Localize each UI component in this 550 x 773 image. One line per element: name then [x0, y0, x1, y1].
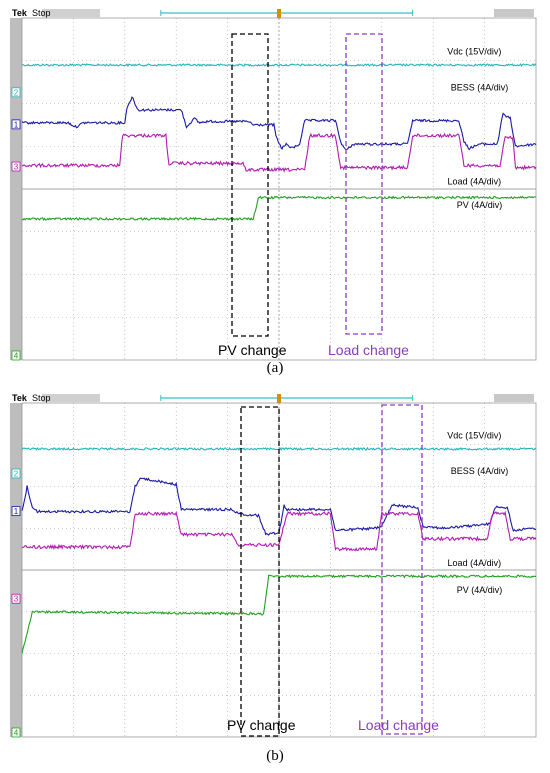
status-bar: Tek Stop: [10, 8, 536, 18]
channel-marker-label: 3: [14, 163, 19, 172]
pv-change-box: [240, 406, 280, 737]
series-label-vdc: Vdc (15V/div): [447, 47, 501, 57]
pv-change-label: PV change: [227, 717, 296, 733]
pv-change-box: [231, 33, 269, 337]
status-left-block: [42, 9, 100, 17]
series-label-vdc: Vdc (15V/div): [447, 431, 501, 441]
status-left-block: [42, 394, 100, 402]
trigger-marker: [277, 394, 281, 403]
channel-strip: [10, 18, 22, 360]
status-right-block: [494, 9, 534, 17]
status-brand: Tek: [12, 8, 28, 18]
graticule: [22, 18, 536, 360]
channel-marker-label: 1: [14, 507, 19, 516]
series-label-load: Load (4A/div): [448, 558, 502, 568]
load-change-box: [345, 33, 383, 335]
load-change-box: [381, 404, 423, 735]
status-brand: Tek: [12, 393, 28, 403]
channel-marker-label: 1: [14, 120, 19, 129]
channel-marker-box: [11, 468, 21, 479]
channel-marker-box: [11, 350, 21, 361]
channel-marker-box: [11, 87, 21, 98]
channel-marker-box: [11, 161, 21, 172]
panel-caption: (b): [266, 748, 284, 764]
panel-caption: (a): [267, 360, 284, 376]
series-label-pv: PV (4A/div): [457, 200, 503, 210]
trace-pv: [21, 195, 537, 221]
channel-marker-box: [11, 593, 21, 604]
status-right-block: [494, 394, 534, 402]
channel-marker-label: 2: [14, 469, 19, 478]
channel-marker-box: [11, 119, 21, 130]
series-label-pv: PV (4A/div): [457, 585, 503, 595]
trace-bess: [21, 96, 537, 151]
series-label-bess: BESS (4A/div): [451, 83, 509, 93]
channel-strip: [10, 403, 22, 737]
trace-load: [21, 510, 537, 552]
channel-marker-label: 2: [14, 88, 19, 97]
series-label-bess: BESS (4A/div): [451, 466, 509, 476]
trace-pv: [21, 574, 536, 654]
status-state: Stop: [32, 8, 51, 18]
load-change-label: Load change: [328, 342, 409, 358]
trace-load: [22, 132, 537, 173]
scope-panel-1: Tek Stop Vdc (15V/div) BESS (4A/div) Load (4…: [10, 8, 537, 376]
load-change-label: Load change: [358, 717, 439, 733]
channel-marker-label: 3: [14, 595, 19, 604]
series-label-load: Load (4A/div): [448, 177, 502, 187]
channel-marker-box: [11, 506, 21, 516]
status-bar: Tek Stop: [10, 393, 536, 403]
scope-panel-2: Tek Stop Vdc (15V/div) BESS (4A/div) Load (4…: [10, 393, 537, 764]
status-state: Stop: [32, 393, 51, 403]
pv-change-label: PV change: [218, 342, 287, 358]
channel-marker-label: 4: [14, 729, 19, 738]
channel-marker-box: [11, 727, 21, 738]
trigger-marker: [277, 9, 281, 18]
channel-marker-label: 4: [14, 352, 19, 361]
trace-vdc: [21, 63, 537, 67]
